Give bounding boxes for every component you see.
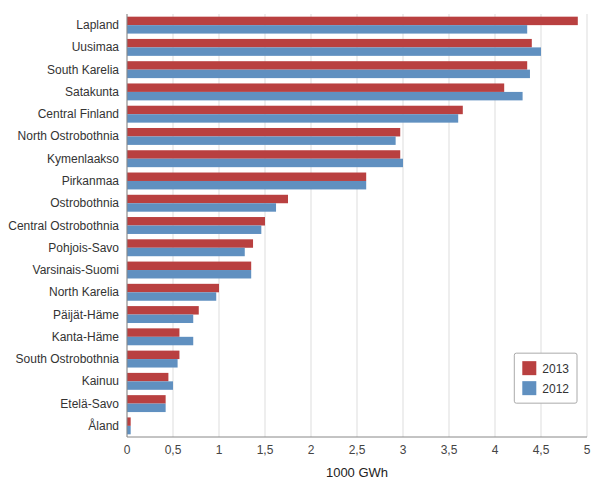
category-label: Åland (88, 418, 119, 433)
x-tick-label: 3 (400, 443, 407, 457)
category-label: South Karelia (47, 63, 119, 77)
x-tick-label: 2 (308, 443, 315, 457)
bar (127, 83, 504, 91)
legend-swatch (522, 381, 536, 395)
bar (127, 159, 403, 167)
bar (127, 351, 179, 359)
bar (127, 173, 366, 181)
bar (127, 284, 219, 292)
category-label: Central Ostrobothnia (8, 219, 119, 233)
bar (127, 226, 261, 234)
bar (127, 61, 527, 69)
legend: 2013 2012 (514, 353, 577, 403)
bar (127, 128, 400, 136)
bar (127, 426, 131, 434)
legend-box (514, 353, 577, 403)
x-tick-label: 1,5 (257, 443, 274, 457)
bar (127, 262, 251, 270)
category-label: Kanta-Häme (52, 330, 120, 344)
bar (127, 150, 400, 158)
bar (127, 373, 168, 381)
bar (127, 92, 523, 100)
bar (127, 270, 251, 278)
legend-label: 2012 (542, 382, 569, 396)
x-ticks: 0 0,5 1 1,5 2 2,5 3 3,5 4 4,5 5 (124, 443, 591, 457)
grid-line (127, 14, 128, 437)
bars (127, 17, 578, 435)
y-ticks: Lapland Uusimaa South Karelia Satakunta Cent… (8, 18, 119, 433)
x-tick-label: 3,5 (441, 443, 458, 457)
category-label: Satakunta (65, 85, 119, 99)
bar (127, 239, 253, 247)
bar (127, 404, 166, 412)
bar (127, 195, 288, 203)
category-label: Kymenlaakso (47, 152, 119, 166)
x-tick-label: 1 (216, 443, 223, 457)
bar (127, 17, 578, 25)
bar (127, 181, 366, 189)
category-label: South Ostrobothnia (16, 352, 120, 366)
bar (127, 136, 396, 144)
category-label: Pohjois-Savo (48, 241, 119, 255)
bar (127, 359, 178, 367)
x-tick-label: 4 (492, 443, 499, 457)
grid-line (587, 14, 588, 437)
category-label: Central Finland (38, 107, 119, 121)
category-label: Päijät-Häme (53, 308, 119, 322)
category-label: North Ostrobothnia (18, 129, 120, 143)
legend-swatch (522, 361, 536, 375)
bar (127, 315, 193, 323)
category-label: Uusimaa (72, 40, 120, 54)
x-axis-label: 1000 GWh (326, 465, 388, 480)
legend-label: 2013 (542, 362, 569, 376)
grid (127, 14, 587, 437)
category-label: North Karelia (49, 285, 119, 299)
bar (127, 39, 532, 47)
bar (127, 417, 131, 425)
category-label: Pirkanmaa (62, 174, 120, 188)
bar (127, 203, 276, 211)
x-axis-line (127, 437, 587, 438)
chart: 0 0,5 1 1,5 2 2,5 3 3,5 4 4,5 5 Lapland Uusimaa South… (0, 0, 607, 493)
bar (127, 248, 245, 256)
x-tick-label: 0,5 (165, 443, 182, 457)
category-label: Kainuu (82, 374, 119, 388)
x-tick-label: 2,5 (349, 443, 366, 457)
bar (127, 337, 193, 345)
bar (127, 292, 216, 300)
x-tick-label: 4,5 (533, 443, 550, 457)
bar (127, 25, 527, 33)
bar (127, 114, 458, 122)
bar (127, 395, 166, 403)
bar (127, 217, 265, 225)
category-label: Etelä-Savo (60, 397, 119, 411)
bar (127, 328, 179, 336)
bar (127, 306, 199, 314)
x-tick-label: 5 (584, 443, 591, 457)
category-label: Varsinais-Suomi (33, 263, 119, 277)
bar (127, 381, 173, 389)
bar (127, 106, 463, 114)
x-tick-label: 0 (124, 443, 131, 457)
category-label: Ostrobothnia (50, 196, 119, 210)
y-axis-line (127, 14, 128, 437)
bar (127, 47, 541, 55)
category-label: Lapland (76, 18, 119, 32)
bar (127, 70, 530, 78)
